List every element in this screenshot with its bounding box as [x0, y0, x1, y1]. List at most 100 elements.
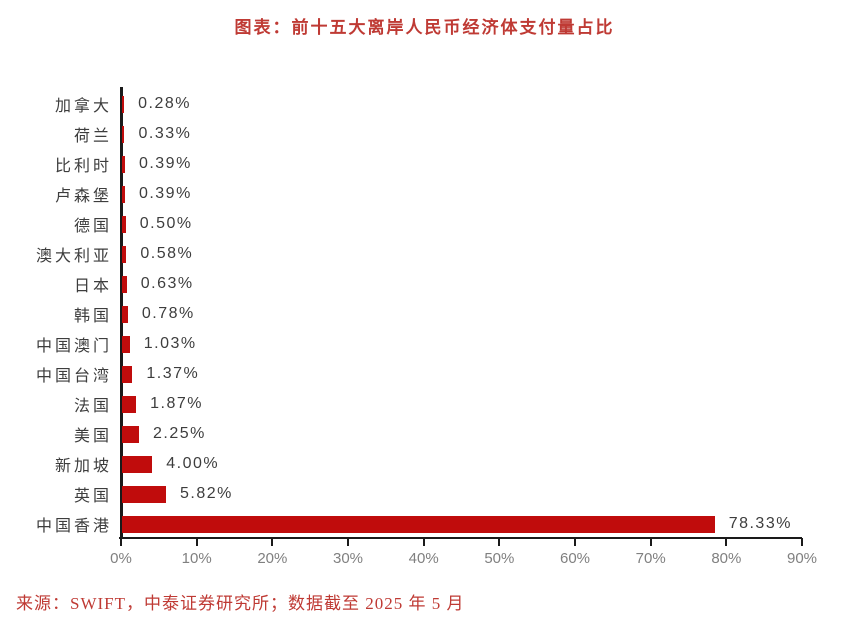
bar-rows: 加拿大 0.28% 荷兰 0.33% 比利时 0.39% 卢森堡 0.39% 德国 0.50% 澳大… [0, 89, 849, 539]
bar-zone: 0.58% [122, 239, 849, 269]
bar-row: 韩国 0.78% [0, 299, 849, 329]
category-label: 中国香港 [35, 518, 112, 535]
bar-row: 澳大利亚 0.58% [0, 239, 849, 269]
bar-row: 新加坡 4.00% [0, 449, 849, 479]
value-label: 0.33% [138, 125, 192, 142]
value-label: 78.33% [728, 515, 792, 532]
bar-row: 加拿大 0.28% [0, 89, 849, 119]
x-axis-tick-label: 40% [408, 550, 439, 567]
category-label: 英国 [73, 488, 112, 505]
value-label: 0.78% [141, 305, 195, 322]
bar [122, 185, 125, 203]
category-label: 加拿大 [54, 98, 112, 115]
bar-zone: 0.63% [122, 269, 849, 299]
y-axis-line [120, 87, 123, 539]
x-axis-tick-label: 90% [786, 550, 818, 567]
bar-zone: 1.87% [122, 389, 849, 419]
x-axis-tick [422, 538, 425, 546]
category-label: 新加坡 [54, 458, 112, 475]
bar [122, 335, 130, 353]
category-label: 德国 [73, 218, 112, 235]
bar [122, 425, 140, 443]
bar-row: 卢森堡 0.39% [0, 179, 849, 209]
bar-row: 美国 2.25% [0, 419, 849, 449]
category-label: 美国 [73, 428, 112, 445]
bar-zone: 1.37% [122, 359, 849, 389]
bar [122, 215, 126, 233]
x-axis-tick [120, 538, 122, 546]
x-axis-tick [347, 538, 349, 546]
bar [122, 305, 128, 323]
bar-zone: 0.50% [122, 209, 849, 239]
source-note: 来源：SWIFT，中泰证券研究所；数据截至 2025 年 5 月 [16, 594, 465, 613]
bar [122, 275, 127, 293]
bar [122, 155, 125, 173]
value-label: 0.39% [138, 155, 192, 172]
value-label: 0.58% [140, 245, 194, 262]
x-axis-tick-label: 80% [711, 550, 742, 567]
x-axis-tick-label: 0% [110, 550, 132, 567]
bar [122, 125, 125, 143]
bar [122, 245, 127, 263]
x-axis-tick-label: 70% [635, 550, 666, 567]
bar [122, 395, 137, 413]
x-axis-tick [574, 538, 576, 546]
bar-zone: 0.39% [122, 149, 849, 179]
category-label: 日本 [73, 278, 112, 295]
bar [122, 515, 715, 533]
x-axis-tick [498, 538, 501, 546]
bar-row: 中国香港 78.33% [0, 509, 849, 539]
x-axis-tick-label: 20% [257, 550, 288, 567]
category-label: 中国台湾 [35, 368, 112, 385]
value-label: 0.50% [139, 215, 193, 232]
bar-row: 日本 0.63% [0, 269, 849, 299]
bar-zone: 1.03% [122, 329, 849, 359]
category-label: 澳大利亚 [35, 248, 112, 265]
chart-title: 图表：前十五大离岸人民币经济体支付量占比 [234, 18, 615, 37]
bar-zone: 0.39% [122, 179, 849, 209]
value-label: 1.37% [146, 365, 200, 382]
bar-zone: 0.28% [122, 89, 849, 119]
category-label: 卢森堡 [54, 188, 112, 205]
x-axis-tick-label: 30% [332, 550, 364, 567]
bar-zone: 0.78% [122, 299, 849, 329]
bar-zone: 4.00% [122, 449, 849, 479]
value-label: 0.39% [138, 185, 192, 202]
bar [122, 485, 167, 503]
x-axis-tick [725, 538, 728, 546]
x-axis-tick [271, 538, 274, 546]
category-label: 法国 [73, 398, 112, 415]
category-label: 韩国 [73, 308, 112, 325]
category-label: 比利时 [54, 158, 112, 175]
x-axis-tick-label: 50% [484, 550, 515, 567]
bar-row: 比利时 0.39% [0, 149, 849, 179]
bar [122, 455, 153, 473]
x-axis-tick-label: 10% [181, 550, 212, 567]
bar-row: 中国澳门 1.03% [0, 329, 849, 359]
value-label: 0.28% [138, 95, 191, 112]
x-axis-line [119, 537, 802, 539]
value-label: 4.00% [166, 455, 220, 472]
x-axis-tick [649, 538, 652, 546]
bar-row: 荷兰 0.33% [0, 119, 849, 149]
bar-zone: 5.82% [122, 479, 849, 509]
value-label: 0.63% [140, 275, 194, 292]
value-label: 1.03% [143, 335, 197, 352]
bar-zone: 0.33% [122, 119, 849, 149]
x-axis-tick-label: 60% [559, 550, 591, 567]
bar-row: 英国 5.82% [0, 479, 849, 509]
bar-zone: 2.25% [122, 419, 849, 449]
bar-row: 法国 1.87% [0, 389, 849, 419]
category-label: 中国澳门 [35, 338, 112, 355]
value-label: 1.87% [150, 395, 204, 412]
bar-row: 中国台湾 1.37% [0, 359, 849, 389]
x-axis-tick [195, 538, 198, 546]
value-label: 2.25% [153, 425, 206, 442]
category-label: 荷兰 [73, 128, 112, 145]
x-axis-tick [801, 538, 803, 546]
bar-chart: 加拿大 0.28% 荷兰 0.33% 比利时 0.39% 卢森堡 0.39% 德国 0.50% 澳大… [0, 87, 849, 567]
bar [122, 95, 125, 113]
value-label: 5.82% [180, 485, 233, 502]
bar-row: 德国 0.50% [0, 209, 849, 239]
bar-zone: 78.33% [122, 509, 849, 539]
